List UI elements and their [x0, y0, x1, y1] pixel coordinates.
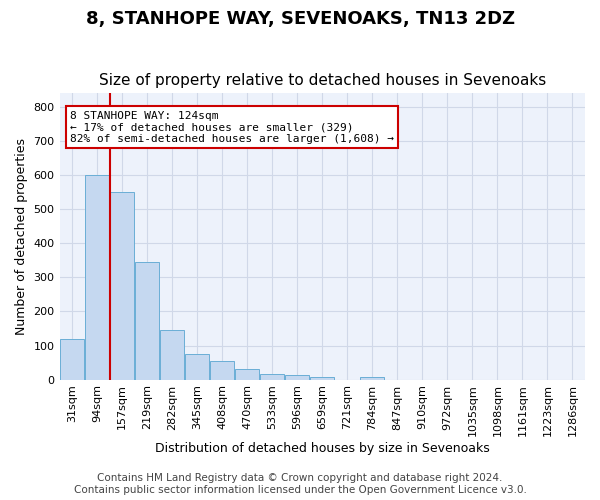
Bar: [286, 376, 309, 380]
Bar: [85, 175, 109, 380]
X-axis label: Distribution of detached houses by size in Sevenoaks: Distribution of detached houses by size …: [155, 442, 490, 455]
Bar: [310, 377, 334, 380]
Bar: [361, 377, 384, 380]
Bar: [185, 354, 209, 380]
Bar: [60, 338, 84, 380]
Bar: [260, 374, 284, 380]
Bar: [235, 368, 259, 380]
Bar: [160, 330, 184, 380]
Bar: [110, 192, 134, 380]
Text: 8 STANHOPE WAY: 124sqm
← 17% of detached houses are smaller (329)
82% of semi-de: 8 STANHOPE WAY: 124sqm ← 17% of detached…: [70, 110, 394, 144]
Bar: [135, 262, 159, 380]
Text: 8, STANHOPE WAY, SEVENOAKS, TN13 2DZ: 8, STANHOPE WAY, SEVENOAKS, TN13 2DZ: [86, 10, 515, 28]
Title: Size of property relative to detached houses in Sevenoaks: Size of property relative to detached ho…: [98, 73, 546, 88]
Text: Contains HM Land Registry data © Crown copyright and database right 2024.
Contai: Contains HM Land Registry data © Crown c…: [74, 474, 526, 495]
Bar: [210, 361, 234, 380]
Y-axis label: Number of detached properties: Number of detached properties: [15, 138, 28, 335]
